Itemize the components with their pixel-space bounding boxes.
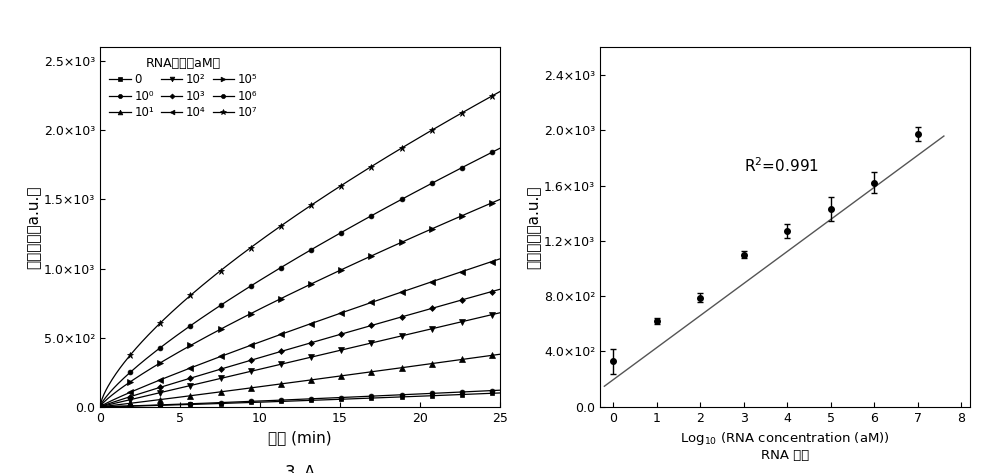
Text: 3 A: 3 A: [285, 464, 315, 473]
Y-axis label: 荧光强度（a.u.）: 荧光强度（a.u.）: [526, 185, 541, 269]
Y-axis label: 荧光强度（a.u.）: 荧光强度（a.u.）: [26, 185, 41, 269]
X-axis label: 时间 (min): 时间 (min): [268, 430, 332, 445]
Legend: 0, 10⁰, 10¹, 10², 10³, 10⁴, 10⁵, 10⁶, 10⁷: 0, 10⁰, 10¹, 10², 10³, 10⁴, 10⁵, 10⁶, 10…: [106, 53, 261, 123]
Text: R$^2$=0.991: R$^2$=0.991: [744, 156, 819, 175]
X-axis label: Log$_{10}$ (RNA concentration (aM))
RNA 浓度: Log$_{10}$ (RNA concentration (aM)) RNA …: [680, 430, 890, 462]
